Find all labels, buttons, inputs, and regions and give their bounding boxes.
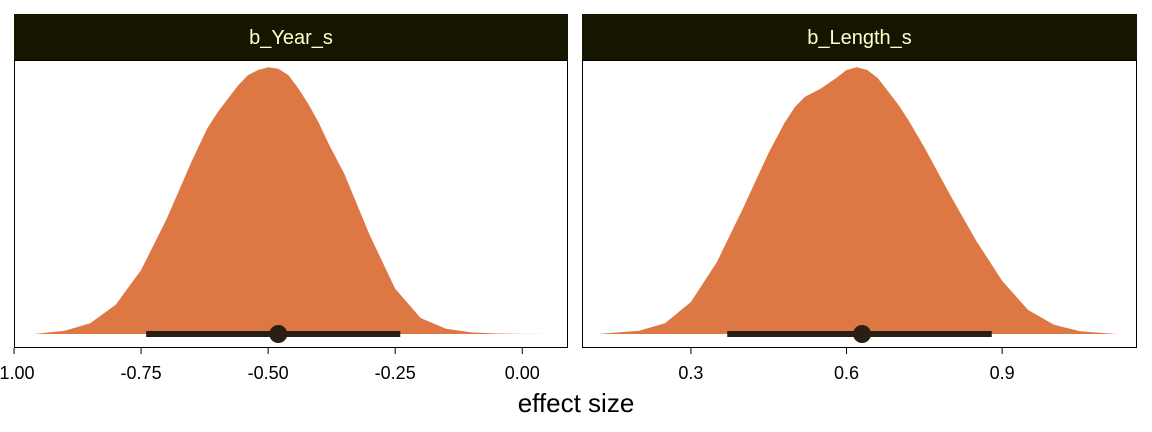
facet-strip <box>582 14 1137 60</box>
facet-panel-2: b_Length_s 0.3 0.6 0.9 <box>582 14 1137 383</box>
facet-strip-label: b_Year_s <box>249 27 333 49</box>
x-axis-title: effect size <box>518 388 635 418</box>
facet-strip <box>14 14 568 60</box>
x-tick-label: 0.9 <box>990 363 1015 383</box>
panel-border <box>582 60 1137 348</box>
x-tick-label: -0.50 <box>248 363 289 383</box>
facet-panel-1: b_Year_s -1.00 -0.75 -0.50 -0.25 0.00 <box>0 14 568 383</box>
x-tick-label: -0.75 <box>121 363 162 383</box>
x-tick-label: 0.00 <box>505 363 540 383</box>
facet-strip-label: b_Length_s <box>807 27 912 49</box>
x-tick-label: -1.00 <box>0 363 35 383</box>
posterior-density-area <box>34 67 553 335</box>
point-estimate-dot <box>269 325 288 343</box>
panel-border <box>14 60 568 348</box>
x-tick-label: 0.3 <box>678 363 703 383</box>
x-tick-label: 0.6 <box>834 363 859 383</box>
x-tick-label: -0.25 <box>375 363 416 383</box>
posterior-density-area <box>597 67 1117 335</box>
point-estimate-dot <box>853 325 872 343</box>
